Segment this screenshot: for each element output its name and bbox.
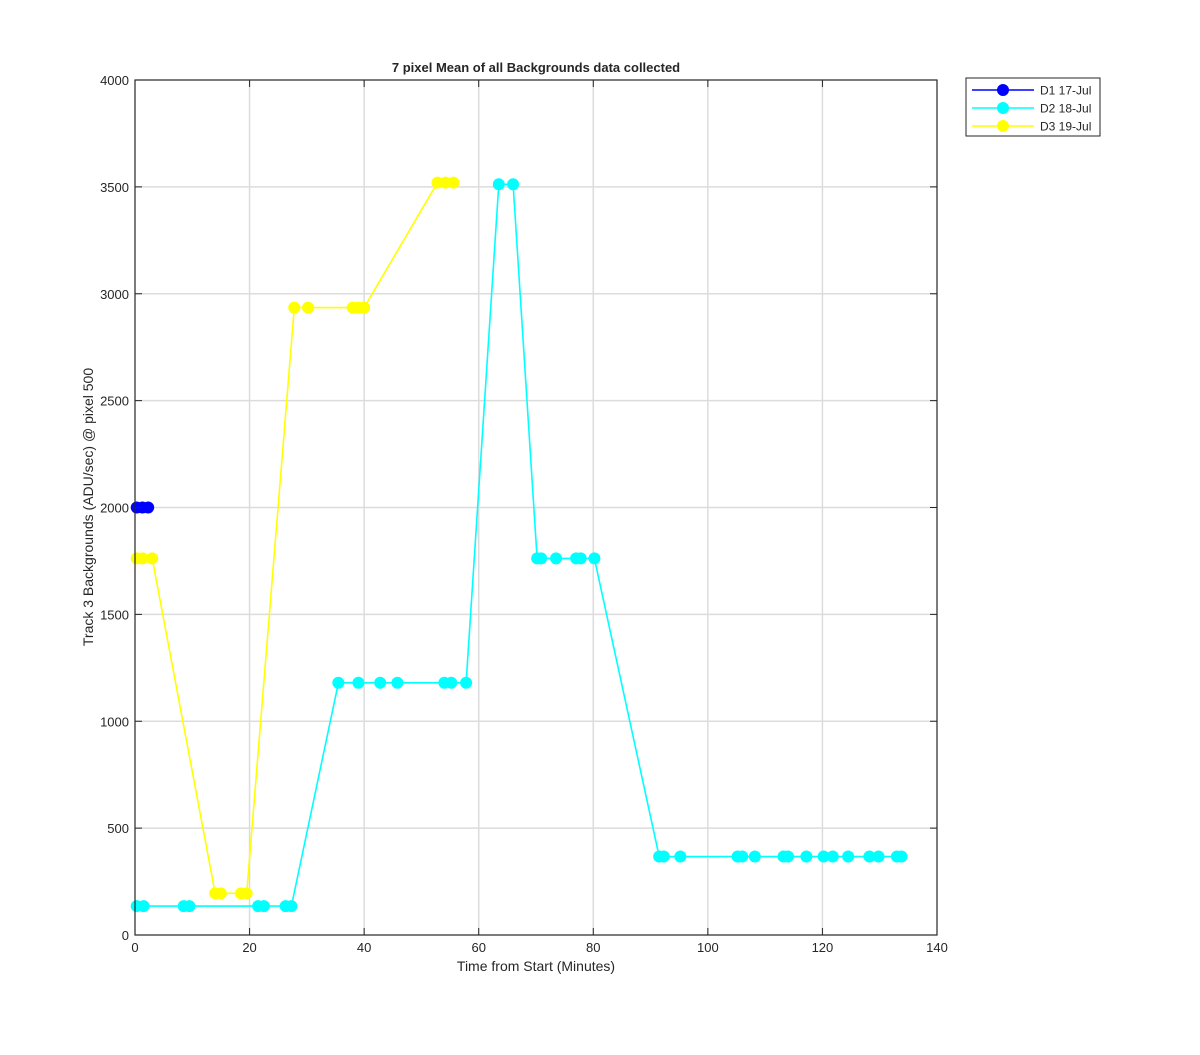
data-point-d2-18-jul xyxy=(674,850,687,863)
series-d2-18-jul xyxy=(130,178,908,913)
data-point-d3-19-jul xyxy=(302,301,315,314)
data-point-d2-18-jul xyxy=(391,676,404,689)
data-point-d2-18-jul xyxy=(137,900,150,913)
data-point-d2-18-jul xyxy=(285,900,298,913)
data-point-d1-17-jul xyxy=(142,501,155,514)
y-tick-label: 1000 xyxy=(100,714,129,729)
legend-label: D1 17-Jul xyxy=(1040,84,1091,98)
data-point-d2-18-jul xyxy=(736,850,749,863)
series-layer xyxy=(130,176,908,913)
data-point-d2-18-jul xyxy=(842,850,855,863)
data-point-d2-18-jul xyxy=(183,900,196,913)
data-point-d2-18-jul xyxy=(492,178,505,191)
data-point-d2-18-jul xyxy=(657,850,670,863)
legend: D1 17-Jul D2 18-Jul D3 19-Jul xyxy=(965,77,1101,137)
data-point-d2-18-jul xyxy=(800,850,813,863)
data-point-d2-18-jul xyxy=(535,552,548,565)
y-tick-label: 4000 xyxy=(100,73,129,88)
data-point-d3-19-jul xyxy=(214,887,227,900)
data-point-d2-18-jul xyxy=(374,676,387,689)
chart-title: 7 pixel Mean of all Backgrounds data col… xyxy=(392,60,680,75)
y-tick-label: 2500 xyxy=(100,394,129,409)
data-point-d2-18-jul xyxy=(872,850,885,863)
x-tick-label: 100 xyxy=(697,940,719,955)
x-tick-label: 40 xyxy=(357,940,371,955)
legend-marker xyxy=(997,120,1009,132)
data-point-d2-18-jul xyxy=(352,676,365,689)
legend-label: D2 18-Jul xyxy=(1040,102,1091,116)
data-point-d3-19-jul xyxy=(146,552,159,565)
data-point-d3-19-jul xyxy=(288,301,301,314)
data-point-d2-18-jul xyxy=(574,552,587,565)
data-point-d2-18-jul xyxy=(826,850,839,863)
data-point-d2-18-jul xyxy=(460,676,473,689)
legend-marker xyxy=(997,102,1009,114)
data-point-d2-18-jul xyxy=(782,850,795,863)
y-tick-label: 2000 xyxy=(100,501,129,516)
y-tick-label: 0 xyxy=(122,928,129,943)
y-tick-label: 3500 xyxy=(100,180,129,195)
x-tick-label: 20 xyxy=(242,940,256,955)
y-tick-labels: 0 500 1000 1500 2000 2500 3000 3500 4000 xyxy=(100,73,129,943)
data-point-d2-18-jul xyxy=(748,850,761,863)
legend-label: D3 19-Jul xyxy=(1040,120,1091,134)
y-axis-label: Track 3 Backgrounds (ADU/sec) @ pixel 50… xyxy=(80,368,96,646)
data-point-d3-19-jul xyxy=(240,887,253,900)
data-point-d3-19-jul xyxy=(358,301,371,314)
data-point-d2-18-jul xyxy=(895,850,908,863)
data-point-d2-18-jul xyxy=(445,676,458,689)
data-point-d2-18-jul xyxy=(257,900,270,913)
data-point-d3-19-jul xyxy=(447,176,460,189)
x-tick-label: 60 xyxy=(471,940,485,955)
y-tick-label: 1500 xyxy=(100,607,129,622)
x-tick-label: 120 xyxy=(812,940,834,955)
y-tick-label: 3000 xyxy=(100,287,129,302)
data-point-d2-18-jul xyxy=(507,178,520,191)
data-point-d2-18-jul xyxy=(332,676,345,689)
x-axis-label: Time from Start (Minutes) xyxy=(457,958,615,974)
data-point-d2-18-jul xyxy=(588,552,601,565)
x-tick-labels: 0 20 40 60 80 100 120 140 xyxy=(131,940,947,955)
x-tick-label: 140 xyxy=(926,940,948,955)
x-tick-label: 80 xyxy=(586,940,600,955)
series-d3-19-jul xyxy=(130,176,460,900)
x-tick-label: 0 xyxy=(131,940,138,955)
legend-marker xyxy=(997,84,1009,96)
data-point-d2-18-jul xyxy=(550,552,563,565)
y-tick-label: 500 xyxy=(107,821,129,836)
tick-marks xyxy=(134,79,938,936)
